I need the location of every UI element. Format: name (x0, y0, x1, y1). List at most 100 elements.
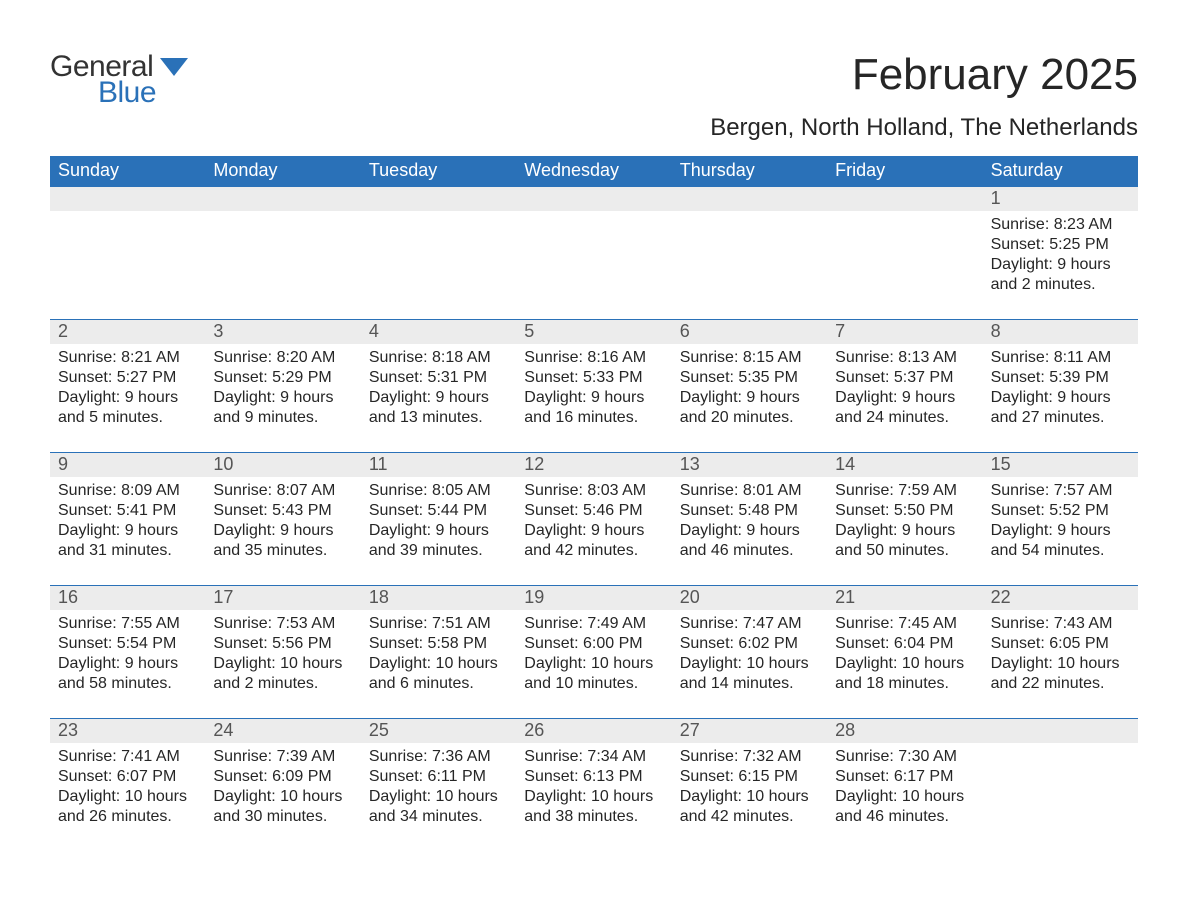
calendar-day-cell (361, 187, 516, 319)
sunset-text: Sunset: 6:05 PM (991, 634, 1130, 654)
day-details: Sunrise: 8:07 AMSunset: 5:43 PMDaylight:… (213, 481, 352, 561)
sunset-text: Sunset: 5:50 PM (835, 501, 974, 521)
day-details: Sunrise: 8:15 AMSunset: 5:35 PMDaylight:… (680, 348, 819, 428)
day-details: Sunrise: 8:03 AMSunset: 5:46 PMDaylight:… (524, 481, 663, 561)
day-number: 13 (672, 454, 827, 475)
daylight-text: Daylight: 10 hours and 30 minutes. (213, 787, 352, 827)
sunrise-text: Sunrise: 7:51 AM (369, 614, 508, 634)
calendar-day-cell: 26Sunrise: 7:34 AMSunset: 6:13 PMDayligh… (516, 719, 671, 851)
sunrise-text: Sunrise: 7:55 AM (58, 614, 197, 634)
calendar-day-cell: 9 Sunrise: 8:09 AMSunset: 5:41 PMDaylight… (50, 453, 205, 585)
day-number: 5 (516, 321, 671, 342)
day-number: 8 (983, 321, 1138, 342)
day-number: 26 (516, 720, 671, 741)
title-block: February 2025 Bergen, North Holland, The… (710, 50, 1138, 142)
calendar-header-cell: Thursday (672, 156, 827, 186)
calendar-day-cell: 6Sunrise: 8:15 AMSunset: 5:35 PMDaylight… (672, 320, 827, 452)
daylight-text: Daylight: 10 hours and 6 minutes. (369, 654, 508, 694)
calendar-day-cell: 2Sunrise: 8:21 AMSunset: 5:27 PMDaylight… (50, 320, 205, 452)
calendar-header-cell: Monday (205, 156, 360, 186)
sunrise-text: Sunrise: 7:53 AM (213, 614, 352, 634)
calendar-header-cell: Sunday (50, 156, 205, 186)
sunrise-text: Sunrise: 7:41 AM (58, 747, 197, 767)
calendar-day-cell: 3Sunrise: 8:20 AMSunset: 5:29 PMDaylight… (205, 320, 360, 452)
daylight-text: Daylight: 9 hours and 31 minutes. (58, 521, 197, 561)
sunrise-text: Sunrise: 8:03 AM (524, 481, 663, 501)
calendar-day-cell (827, 187, 982, 319)
calendar-day-cell: 22Sunrise: 7:43 AMSunset: 6:05 PMDayligh… (983, 586, 1138, 718)
daylight-text: Daylight: 9 hours and 46 minutes. (680, 521, 819, 561)
sunrise-text: Sunrise: 7:59 AM (835, 481, 974, 501)
sunset-text: Sunset: 5:31 PM (369, 368, 508, 388)
daylight-text: Daylight: 10 hours and 42 minutes. (680, 787, 819, 827)
sunset-text: Sunset: 6:02 PM (680, 634, 819, 654)
daylight-text: Daylight: 10 hours and 38 minutes. (524, 787, 663, 827)
day-details: Sunrise: 8:11 AMSunset: 5:39 PMDaylight:… (991, 348, 1130, 428)
calendar-header-cell: Saturday (983, 156, 1138, 186)
calendar-day-cell: 17Sunrise: 7:53 AMSunset: 5:56 PMDayligh… (205, 586, 360, 718)
day-number: 28 (827, 720, 982, 741)
calendar-body: 1Sunrise: 8:23 AMSunset: 5:25 PMDaylight… (50, 186, 1138, 851)
day-details: Sunrise: 7:30 AMSunset: 6:17 PMDaylight:… (835, 747, 974, 827)
sunrise-text: Sunrise: 8:13 AM (835, 348, 974, 368)
brand-flag-icon (160, 58, 188, 76)
daylight-text: Daylight: 10 hours and 22 minutes. (991, 654, 1130, 694)
sunset-text: Sunset: 5:39 PM (991, 368, 1130, 388)
day-number: 9 (50, 454, 205, 475)
day-number: 4 (361, 321, 516, 342)
sunrise-text: Sunrise: 8:18 AM (369, 348, 508, 368)
calendar-day-cell (983, 719, 1138, 851)
calendar-day-cell (205, 187, 360, 319)
sunset-text: Sunset: 5:43 PM (213, 501, 352, 521)
day-details: Sunrise: 7:51 AMSunset: 5:58 PMDaylight:… (369, 614, 508, 694)
day-number: 14 (827, 454, 982, 475)
day-details: Sunrise: 7:57 AMSunset: 5:52 PMDaylight:… (991, 481, 1130, 561)
calendar-day-cell: 19Sunrise: 7:49 AMSunset: 6:00 PMDayligh… (516, 586, 671, 718)
calendar-week-row: 16Sunrise: 7:55 AMSunset: 5:54 PMDayligh… (50, 585, 1138, 718)
day-number: 15 (983, 454, 1138, 475)
day-number: 19 (516, 587, 671, 608)
sunset-text: Sunset: 5:46 PM (524, 501, 663, 521)
calendar-day-cell: 4Sunrise: 8:18 AMSunset: 5:31 PMDaylight… (361, 320, 516, 452)
sunrise-text: Sunrise: 7:32 AM (680, 747, 819, 767)
calendar-week-row: 23Sunrise: 7:41 AMSunset: 6:07 PMDayligh… (50, 718, 1138, 851)
day-details: Sunrise: 7:36 AMSunset: 6:11 PMDaylight:… (369, 747, 508, 827)
sunrise-text: Sunrise: 7:36 AM (369, 747, 508, 767)
daylight-text: Daylight: 9 hours and 39 minutes. (369, 521, 508, 561)
sunrise-text: Sunrise: 8:09 AM (58, 481, 197, 501)
sunrise-text: Sunrise: 8:01 AM (680, 481, 819, 501)
calendar-day-cell: 10Sunrise: 8:07 AMSunset: 5:43 PMDayligh… (205, 453, 360, 585)
daylight-text: Daylight: 9 hours and 27 minutes. (991, 388, 1130, 428)
day-number: 12 (516, 454, 671, 475)
header: General Blue February 2025 Bergen, North… (50, 50, 1138, 142)
sunrise-text: Sunrise: 7:49 AM (524, 614, 663, 634)
sunrise-text: Sunrise: 8:05 AM (369, 481, 508, 501)
day-number: 7 (827, 321, 982, 342)
day-details: Sunrise: 7:47 AMSunset: 6:02 PMDaylight:… (680, 614, 819, 694)
calendar-day-cell: 28 Sunrise: 7:30 AMSunset: 6:17 PMDayligh… (827, 719, 982, 851)
daylight-text: Daylight: 9 hours and 5 minutes. (58, 388, 197, 428)
sunset-text: Sunset: 5:41 PM (58, 501, 197, 521)
sunrise-text: Sunrise: 7:39 AM (213, 747, 352, 767)
day-details: Sunrise: 8:09 AMSunset: 5:41 PMDaylight:… (58, 481, 197, 561)
calendar-day-cell (50, 187, 205, 319)
daylight-text: Daylight: 9 hours and 20 minutes. (680, 388, 819, 428)
calendar-day-cell: 21Sunrise: 7:45 AMSunset: 6:04 PMDayligh… (827, 586, 982, 718)
sunset-text: Sunset: 5:29 PM (213, 368, 352, 388)
daylight-text: Daylight: 9 hours and 54 minutes. (991, 521, 1130, 561)
calendar-day-cell: 1Sunrise: 8:23 AMSunset: 5:25 PMDaylight… (983, 187, 1138, 319)
calendar-week-row: 2Sunrise: 8:21 AMSunset: 5:27 PMDaylight… (50, 319, 1138, 452)
sunset-text: Sunset: 5:58 PM (369, 634, 508, 654)
day-number: 25 (361, 720, 516, 741)
sunset-text: Sunset: 6:13 PM (524, 767, 663, 787)
day-details: Sunrise: 7:39 AMSunset: 6:09 PMDaylight:… (213, 747, 352, 827)
daylight-text: Daylight: 10 hours and 18 minutes. (835, 654, 974, 694)
day-number: 27 (672, 720, 827, 741)
sunrise-text: Sunrise: 8:20 AM (213, 348, 352, 368)
daylight-text: Daylight: 9 hours and 9 minutes. (213, 388, 352, 428)
daylight-text: Daylight: 9 hours and 35 minutes. (213, 521, 352, 561)
day-details: Sunrise: 7:53 AMSunset: 5:56 PMDaylight:… (213, 614, 352, 694)
sunrise-text: Sunrise: 8:07 AM (213, 481, 352, 501)
daylight-text: Daylight: 9 hours and 42 minutes. (524, 521, 663, 561)
daylight-text: Daylight: 9 hours and 16 minutes. (524, 388, 663, 428)
